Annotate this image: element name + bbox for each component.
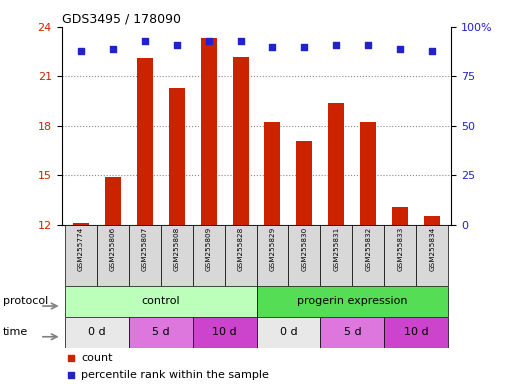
Bar xyxy=(65,317,129,348)
Text: GSM255832: GSM255832 xyxy=(365,227,371,271)
Text: 0 d: 0 d xyxy=(88,327,106,337)
Bar xyxy=(256,225,288,286)
Text: 10 d: 10 d xyxy=(404,327,428,337)
Bar xyxy=(265,122,281,225)
Bar xyxy=(328,103,344,225)
Bar xyxy=(384,225,416,286)
Bar xyxy=(169,88,185,225)
Bar xyxy=(129,225,161,286)
Bar xyxy=(129,317,192,348)
Bar xyxy=(192,225,225,286)
Text: time: time xyxy=(3,327,28,337)
Text: GSM255806: GSM255806 xyxy=(110,227,116,271)
Bar xyxy=(105,177,121,225)
Text: 5 d: 5 d xyxy=(344,327,361,337)
Point xyxy=(332,41,341,48)
Bar xyxy=(416,225,448,286)
Bar xyxy=(161,225,192,286)
Text: 5 d: 5 d xyxy=(152,327,169,337)
Text: GSM255831: GSM255831 xyxy=(333,227,340,271)
Text: GSM255833: GSM255833 xyxy=(397,227,403,271)
Text: GSM255830: GSM255830 xyxy=(302,227,307,271)
Bar xyxy=(392,207,408,225)
Point xyxy=(141,38,149,44)
Text: GSM255834: GSM255834 xyxy=(429,227,435,271)
Point xyxy=(396,46,404,52)
Point xyxy=(172,41,181,48)
Bar xyxy=(352,225,384,286)
Point xyxy=(205,38,213,44)
Bar xyxy=(384,317,448,348)
Point xyxy=(76,48,85,54)
Point xyxy=(109,46,117,52)
Bar xyxy=(321,225,352,286)
Bar xyxy=(73,223,89,225)
Bar xyxy=(225,225,256,286)
Bar xyxy=(360,122,377,225)
Text: GSM255807: GSM255807 xyxy=(142,227,148,271)
Point xyxy=(268,44,277,50)
Bar xyxy=(288,225,321,286)
Bar xyxy=(321,317,384,348)
Point xyxy=(428,48,437,54)
Text: GSM255774: GSM255774 xyxy=(78,227,84,271)
Text: protocol: protocol xyxy=(3,296,48,306)
Bar xyxy=(232,56,248,225)
Text: GSM255808: GSM255808 xyxy=(173,227,180,271)
Point xyxy=(364,41,372,48)
Text: GSM255809: GSM255809 xyxy=(206,227,211,271)
Text: GSM255829: GSM255829 xyxy=(269,227,275,271)
Point xyxy=(300,44,308,50)
Point xyxy=(341,280,349,286)
Bar xyxy=(256,286,448,317)
Point xyxy=(341,124,349,130)
Bar xyxy=(424,217,440,225)
Text: control: control xyxy=(141,296,180,306)
Bar xyxy=(97,225,129,286)
Text: 0 d: 0 d xyxy=(280,327,297,337)
Text: 10 d: 10 d xyxy=(212,327,237,337)
Bar xyxy=(136,58,153,225)
Text: percentile rank within the sample: percentile rank within the sample xyxy=(81,370,269,380)
Bar xyxy=(192,317,256,348)
Text: count: count xyxy=(81,353,112,363)
Bar xyxy=(201,38,216,225)
Point xyxy=(236,38,245,44)
Bar xyxy=(256,317,321,348)
Text: GDS3495 / 178090: GDS3495 / 178090 xyxy=(62,13,181,26)
Text: progerin expression: progerin expression xyxy=(297,296,408,306)
Bar xyxy=(65,286,256,317)
Text: GSM255828: GSM255828 xyxy=(238,227,244,271)
Bar xyxy=(65,225,97,286)
Bar xyxy=(297,141,312,225)
